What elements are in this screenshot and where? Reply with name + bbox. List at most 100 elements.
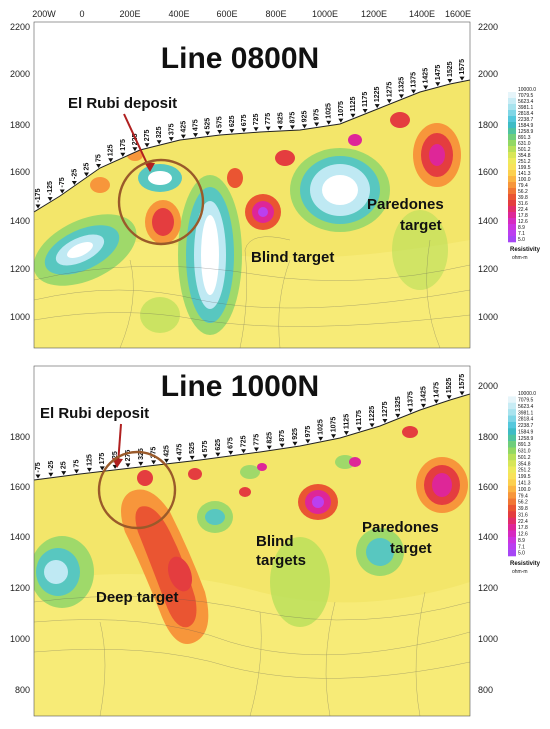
station-label: 1175 bbox=[356, 410, 363, 425]
station-label: 275 bbox=[144, 129, 151, 141]
y-tick: 1600 bbox=[10, 167, 30, 177]
station-marker-icon bbox=[241, 128, 247, 133]
station-label: 875 bbox=[289, 112, 296, 124]
station-marker-icon bbox=[189, 455, 195, 460]
colorbar-value: 100.0 bbox=[518, 487, 531, 493]
station-marker-icon bbox=[374, 104, 380, 109]
station-label: 375 bbox=[151, 447, 158, 459]
colorbar-swatch bbox=[508, 128, 516, 135]
station-marker-icon bbox=[35, 204, 41, 209]
colorbar-value: 22.4 bbox=[518, 519, 528, 525]
colorbar-swatch bbox=[508, 441, 516, 448]
colorbar-value: 141.3 bbox=[518, 171, 531, 177]
colorbar-swatch bbox=[508, 524, 516, 531]
colorbar-swatch bbox=[508, 140, 516, 147]
label-paredones-line2: target bbox=[400, 217, 442, 234]
label-el-rubi-deposit: El Rubi deposit bbox=[68, 95, 177, 112]
label-paredones-line1: Paredones bbox=[362, 519, 439, 536]
x-tick: 1600E bbox=[445, 9, 471, 19]
y-axis-left-bottom: 1800 1600 1400 1200 1000 800 bbox=[10, 432, 30, 695]
station-label: 425 bbox=[180, 121, 187, 133]
station-marker-icon bbox=[356, 427, 362, 432]
station-label: 1225 bbox=[374, 86, 381, 102]
colorbar-value: 79.4 bbox=[518, 183, 528, 189]
station-marker-icon bbox=[138, 461, 144, 466]
y-tick: 2200 bbox=[478, 22, 498, 32]
colorbar-value: 1258.9 bbox=[518, 129, 534, 135]
y-tick: 1400 bbox=[478, 532, 498, 542]
colorbar-value: 501.2 bbox=[518, 455, 531, 461]
colorbar-value: 1258.9 bbox=[518, 436, 534, 442]
station-label: 775 bbox=[265, 113, 272, 125]
station-marker-icon bbox=[215, 452, 221, 457]
colorbar-value: 891.3 bbox=[518, 442, 531, 448]
y-tick: 1800 bbox=[10, 432, 30, 442]
colorbar-value: 7079.5 bbox=[518, 397, 534, 403]
y-tick: 1000 bbox=[478, 312, 498, 322]
station-marker-icon bbox=[326, 120, 332, 125]
colorbar-value: 39.8 bbox=[518, 195, 528, 201]
colorbar-swatch bbox=[508, 396, 516, 404]
station-marker-icon bbox=[253, 127, 259, 132]
station-marker-icon bbox=[168, 137, 174, 142]
label-blind-line1: Blind bbox=[256, 533, 294, 550]
colorbar-value: 2818.4 bbox=[518, 417, 534, 423]
station-label: 1575 bbox=[459, 374, 466, 390]
colorbar-value: 10000.0 bbox=[518, 391, 536, 397]
colorbar-value: 100.0 bbox=[518, 177, 531, 183]
station-marker-icon bbox=[305, 439, 311, 444]
colorbar-unit: ohm-m bbox=[512, 255, 528, 261]
station-label: 175 bbox=[120, 139, 127, 151]
station-marker-icon bbox=[74, 469, 80, 474]
y-tick: 800 bbox=[478, 685, 493, 695]
station-label: 1025 bbox=[318, 419, 325, 435]
colorbar-swatch bbox=[508, 200, 516, 207]
y-axis-left-top: 2200 2000 1800 1600 1400 1200 1000 bbox=[10, 22, 30, 322]
colorbar-value: 354.8 bbox=[518, 153, 531, 159]
colorbar-value: 22.4 bbox=[518, 207, 528, 213]
station-marker-icon bbox=[369, 423, 375, 428]
station-label: 725 bbox=[241, 435, 248, 447]
station-marker-icon bbox=[395, 413, 401, 418]
station-label: 325 bbox=[156, 126, 163, 138]
station-marker-icon bbox=[180, 134, 186, 139]
y-tick: 1600 bbox=[478, 167, 498, 177]
colorbar-swatch bbox=[508, 447, 516, 455]
station-marker-icon bbox=[350, 113, 356, 118]
station-marker-icon bbox=[125, 463, 131, 468]
station-label: 1025 bbox=[326, 103, 333, 119]
station-label: 475 bbox=[176, 444, 183, 456]
colorbar-swatch bbox=[508, 92, 516, 99]
colorbar-value: 354.8 bbox=[518, 461, 531, 467]
station-label: 1325 bbox=[395, 396, 402, 412]
colorbar-value: 631.0 bbox=[518, 141, 531, 147]
station-label: 275 bbox=[125, 450, 132, 462]
colorbar-swatch bbox=[508, 230, 516, 237]
station-label: 1475 bbox=[433, 382, 440, 398]
station-label: 1525 bbox=[446, 378, 453, 394]
x-axis-top: 200W 0 200E 400E 600E 800E 1000E 1200E 1… bbox=[32, 9, 471, 19]
colorbar-value: 31.6 bbox=[518, 512, 528, 518]
station-label: 575 bbox=[217, 116, 224, 128]
station-label: 1075 bbox=[331, 417, 338, 433]
colorbar-swatch bbox=[508, 460, 516, 467]
colorbar-value: 199.5 bbox=[518, 165, 531, 171]
colorbar-value: 251.2 bbox=[518, 468, 531, 474]
station-label: 675 bbox=[241, 114, 248, 126]
station-marker-icon bbox=[156, 140, 162, 145]
colorbar-swatch bbox=[508, 134, 516, 141]
colorbar-value: 5.0 bbox=[518, 551, 525, 557]
y-tick: 1200 bbox=[478, 583, 498, 593]
station-marker-icon bbox=[96, 164, 102, 168]
colorbar-value: 3981.1 bbox=[518, 105, 534, 111]
station-label: 175 bbox=[99, 453, 106, 465]
deposit-circle bbox=[117, 158, 205, 246]
station-marker-icon bbox=[229, 129, 235, 134]
station-marker-icon bbox=[61, 471, 67, 476]
colorbar-value: 2818.4 bbox=[518, 111, 534, 117]
station-label: 75 bbox=[74, 460, 81, 468]
label-deep-target: Deep target bbox=[96, 589, 179, 606]
colorbar-swatch bbox=[508, 86, 516, 93]
colorbar-swatch bbox=[508, 409, 516, 416]
colorbar-value: 3981.1 bbox=[518, 410, 534, 416]
